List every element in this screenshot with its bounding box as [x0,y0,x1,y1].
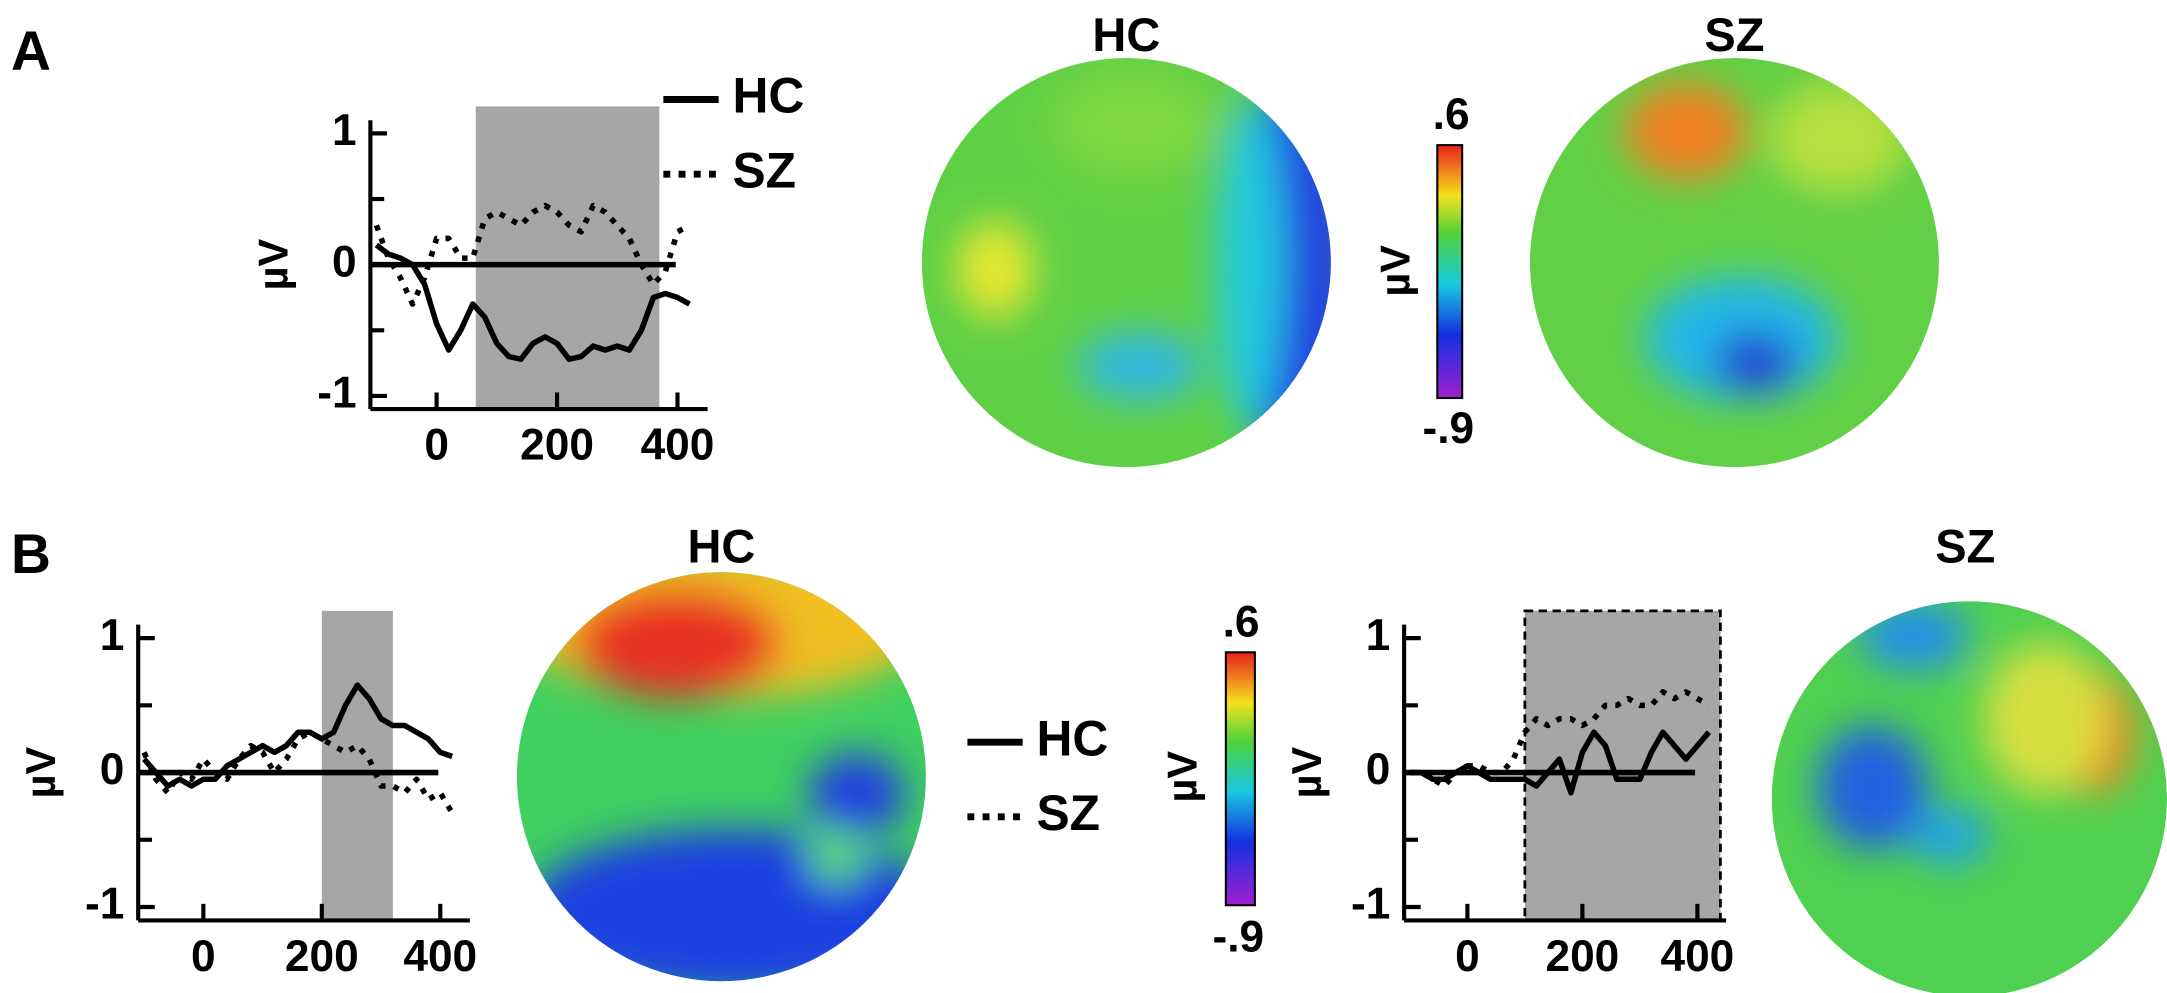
x-tick-label: 0 [191,932,216,981]
series-line [374,242,691,362]
shaded-window [321,610,393,921]
y-tick-label: 0 [332,237,357,286]
panel-label: A [11,20,51,82]
y-tick-label: 0 [100,745,125,794]
shaded-window [1523,609,1722,922]
topomap-title: HC [687,519,755,572]
legend-label: HC [732,68,804,124]
topomap [921,58,1331,468]
colorbar [1436,144,1464,400]
y-tick-label: 1 [1366,611,1391,660]
y-tick-label: -1 [1351,880,1390,929]
topomap-title: HC [1092,8,1160,61]
y-axis-label: µV [17,746,64,798]
y-axis-label: µV [249,239,296,291]
x-tick-label: 200 [285,932,359,981]
series-line [373,202,691,307]
topomap-title: SZ [1704,8,1764,61]
legend-label: SZ [732,142,796,198]
x-tick-label: 200 [520,420,594,469]
x-tick-label: 400 [1660,932,1734,981]
colorbar-min-label: -.9 [1212,912,1264,961]
shaded-window [475,106,660,410]
colorbar [1224,651,1256,907]
x-tick-label: 200 [1545,932,1619,981]
legend-label: SZ [1037,785,1101,841]
y-axis-label: µV [1283,746,1330,798]
panel-label: B [11,523,51,585]
topomap [516,572,926,982]
topomap [1529,58,1939,468]
colorbar-min-label: -.9 [1423,404,1475,453]
x-tick-label: 400 [403,932,477,981]
y-tick-label: -1 [317,369,356,418]
colorbar-max-label: .6 [1433,90,1470,139]
legend-label: HC [1037,710,1109,766]
y-tick-label: 1 [100,611,125,660]
colorbar-max-label: .6 [1223,597,1260,646]
y-tick-label: -1 [85,880,124,929]
topomap [1771,601,2167,993]
colorbar-unit: µV [1159,751,1206,803]
x-tick-label: 400 [641,420,715,469]
y-tick-label: 0 [1366,745,1391,794]
series-line [1409,689,1711,789]
series-line [142,682,454,789]
topomap-title: SZ [1935,519,1995,572]
colorbar-unit: µV [1372,245,1419,297]
x-tick-label: 0 [424,420,449,469]
y-tick-label: 1 [332,106,357,155]
x-tick-label: 0 [1455,932,1480,981]
